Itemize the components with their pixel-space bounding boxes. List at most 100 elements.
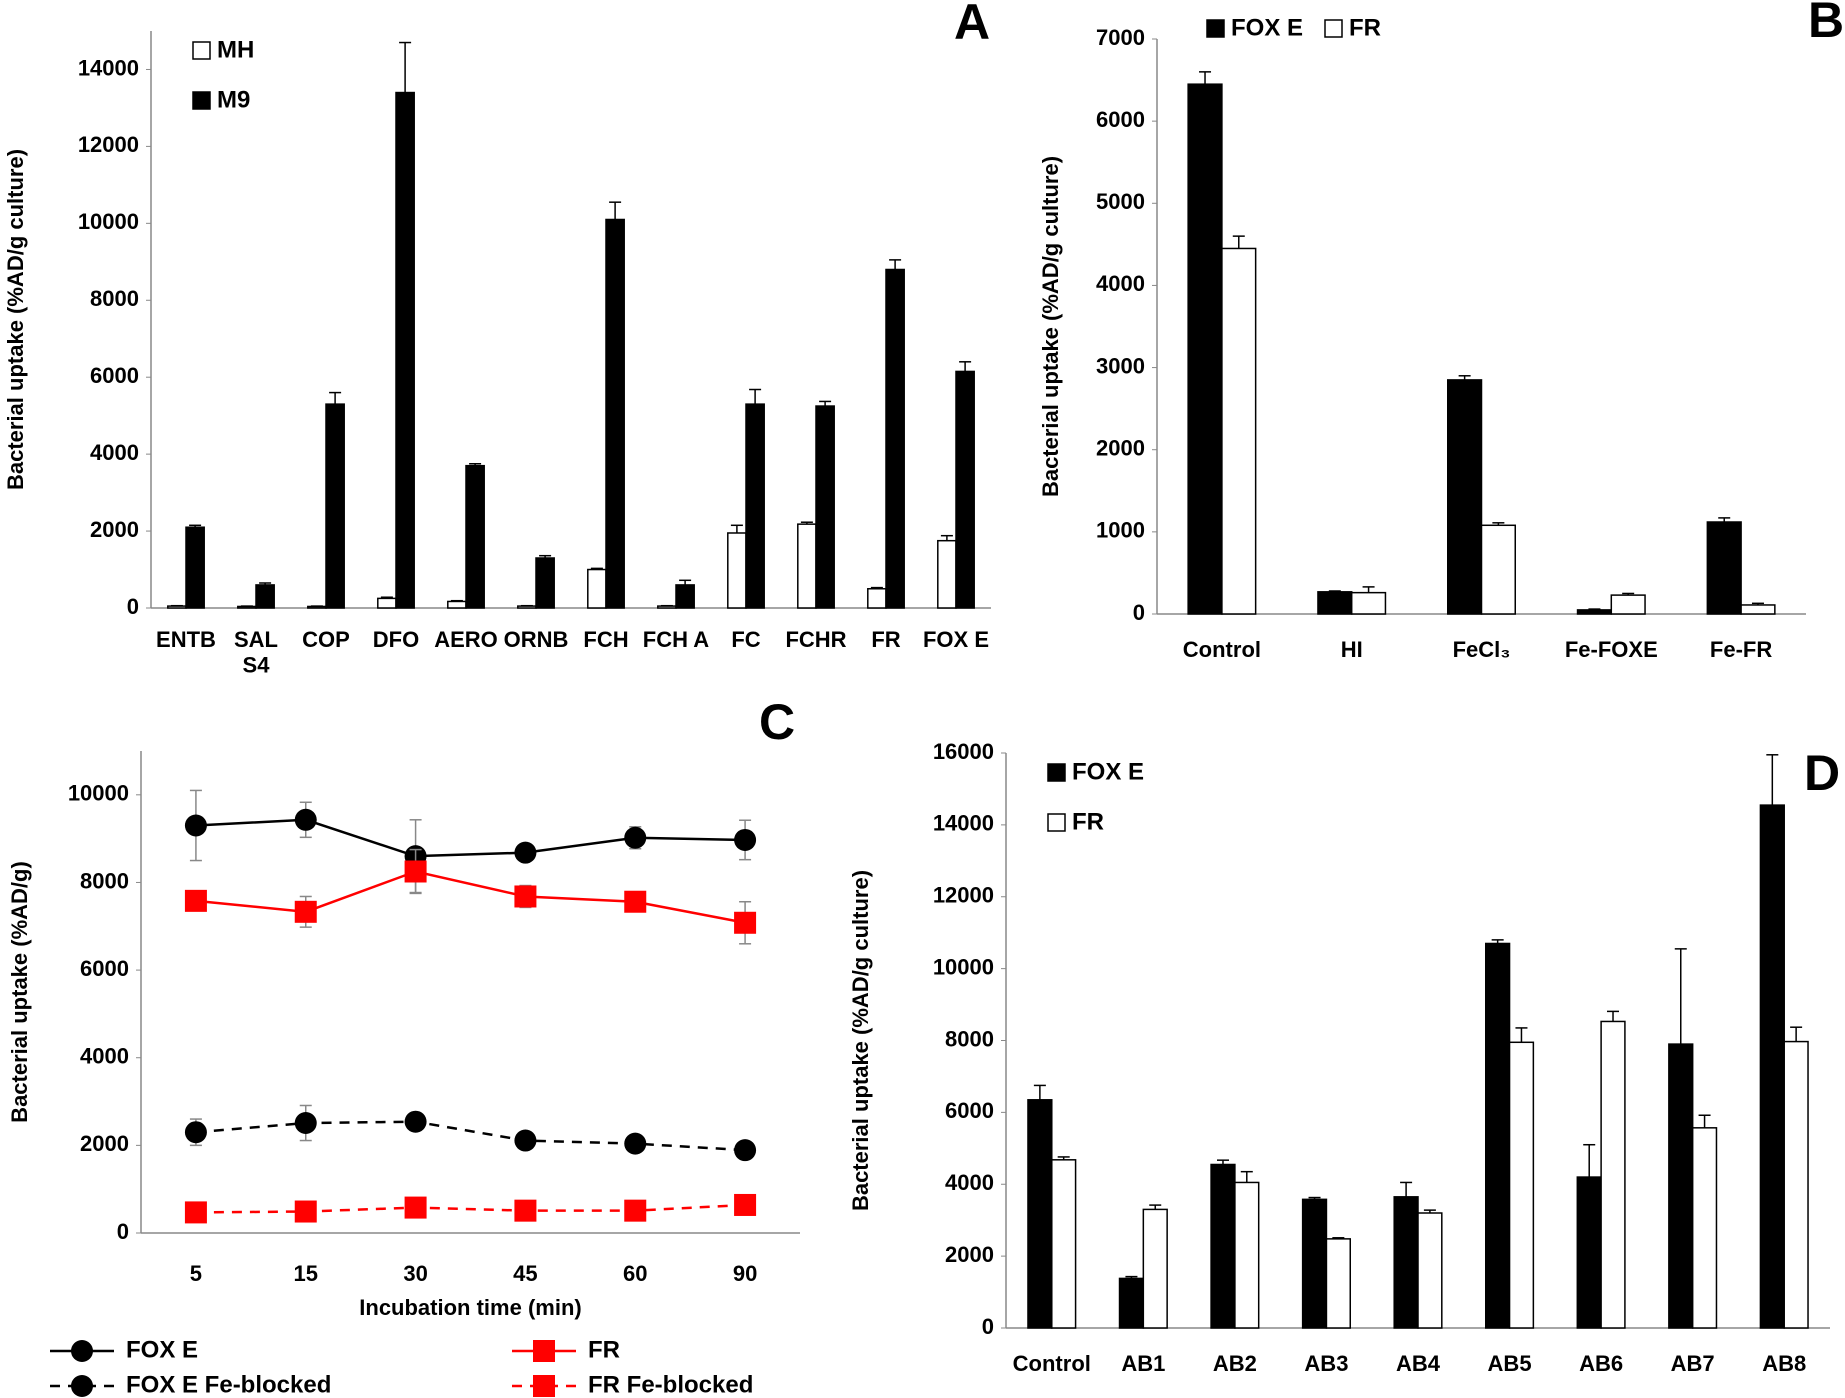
marker [624, 1132, 647, 1155]
legend-swatch [1206, 19, 1225, 38]
series-line [195, 818, 746, 858]
legend-swatch [1047, 763, 1066, 782]
marker [294, 1112, 317, 1135]
bar [867, 588, 887, 609]
y-axis-label: Bacterial uptake (%AD/g) [7, 861, 32, 1123]
bar [1706, 521, 1742, 615]
bar [1118, 1277, 1145, 1329]
error-bar [889, 259, 902, 270]
y-tick-label: 1000 [1096, 518, 1145, 543]
x-tick-label: AB8 [1762, 1351, 1806, 1376]
y-tick-label: 7000 [1096, 25, 1145, 50]
y-tick-label: 0 [117, 1219, 129, 1244]
error-bar [1308, 1196, 1321, 1200]
bar [1317, 591, 1353, 615]
legend-label: MH [217, 36, 254, 63]
x-tick-label: DFO [373, 627, 419, 652]
bar [1610, 594, 1646, 615]
y-tick-label: 4000 [90, 440, 139, 465]
error-bar [1718, 517, 1731, 522]
marker [533, 1340, 555, 1362]
bar [1325, 1238, 1351, 1329]
error-bar [1328, 590, 1341, 592]
error-bar [730, 524, 743, 533]
bar [797, 523, 817, 609]
y-tick-label: 6000 [945, 1098, 994, 1123]
error-bar [749, 388, 762, 405]
error-bar [1400, 1181, 1413, 1197]
marker [404, 1110, 427, 1133]
y-tick-label: 0 [1133, 600, 1145, 625]
x-tick-label: 45 [513, 1261, 537, 1286]
x-tick-label: FeCl₃ [1453, 637, 1511, 662]
x-tick-label: AB1 [1121, 1351, 1165, 1376]
bar [395, 91, 415, 609]
x-tick-label: ORNB [504, 627, 569, 652]
error-bar [1057, 1156, 1070, 1160]
legend-label: FR [1349, 14, 1381, 41]
error-bar [819, 400, 832, 407]
marker [404, 1196, 427, 1219]
error-bar [1766, 754, 1779, 806]
x-axis-label: Incubation time (min) [359, 1295, 581, 1320]
y-tick-label: 4000 [1096, 271, 1145, 296]
legend-label: FOX E [1072, 758, 1144, 785]
marker [624, 826, 647, 849]
y-tick-label: 10000 [78, 209, 139, 234]
bar [1027, 1099, 1053, 1329]
marker [294, 1200, 317, 1223]
legend-label: M9 [217, 86, 250, 113]
x-tick-label: Control [1183, 637, 1261, 662]
y-tick-label: 5000 [1096, 189, 1145, 214]
y-tick-label: 8000 [945, 1026, 994, 1051]
bar [1221, 247, 1257, 615]
y-tick-label: 14000 [933, 811, 994, 836]
error-bar [940, 534, 953, 541]
y-tick-label: 12000 [78, 132, 139, 157]
legend-label: FR [588, 1336, 620, 1363]
legend-label: FOX E [1231, 14, 1303, 41]
y-tick-label: 6000 [80, 956, 129, 981]
bar [1480, 524, 1516, 615]
y-tick-label: 4000 [80, 1044, 129, 1069]
x-tick-label: AB4 [1396, 1351, 1441, 1376]
bar [1142, 1208, 1168, 1329]
bar [885, 268, 905, 609]
bar [255, 584, 275, 609]
error-bar [1790, 1026, 1803, 1042]
bar [745, 403, 765, 609]
legend-swatch [192, 41, 211, 60]
error-bar [1232, 235, 1245, 249]
bar [465, 464, 485, 609]
y-tick-label: 2000 [90, 517, 139, 542]
error-bar [1674, 948, 1687, 1045]
error-bar [1199, 71, 1212, 85]
error-bar [539, 554, 552, 558]
x-tick-label: AB7 [1671, 1351, 1715, 1376]
bar [937, 539, 957, 609]
legend-swatch [192, 91, 211, 110]
panel-label: A [954, 0, 990, 50]
error-bar [1515, 1027, 1528, 1043]
error-bar [590, 567, 603, 570]
x-tick-label: ENTB [156, 627, 216, 652]
x-tick-label: AB6 [1579, 1351, 1623, 1376]
y-tick-label: 8000 [90, 286, 139, 311]
bar [377, 597, 397, 609]
x-tick-label: AB3 [1304, 1351, 1348, 1376]
bar [675, 584, 695, 609]
error-bar [959, 361, 972, 372]
y-tick-label: 4000 [945, 1170, 994, 1195]
y-tick-label: 3000 [1096, 353, 1145, 378]
bar [1783, 1040, 1809, 1329]
bar [325, 403, 345, 609]
x-tick-label: 30 [403, 1261, 427, 1286]
error-bar [329, 391, 342, 405]
y-tick-label: 10000 [933, 954, 994, 979]
error-bar [679, 579, 692, 585]
error-bar [399, 41, 412, 93]
x-tick-label: COP [302, 627, 350, 652]
error-bar [1216, 1159, 1229, 1165]
y-tick-label: 2000 [80, 1131, 129, 1156]
